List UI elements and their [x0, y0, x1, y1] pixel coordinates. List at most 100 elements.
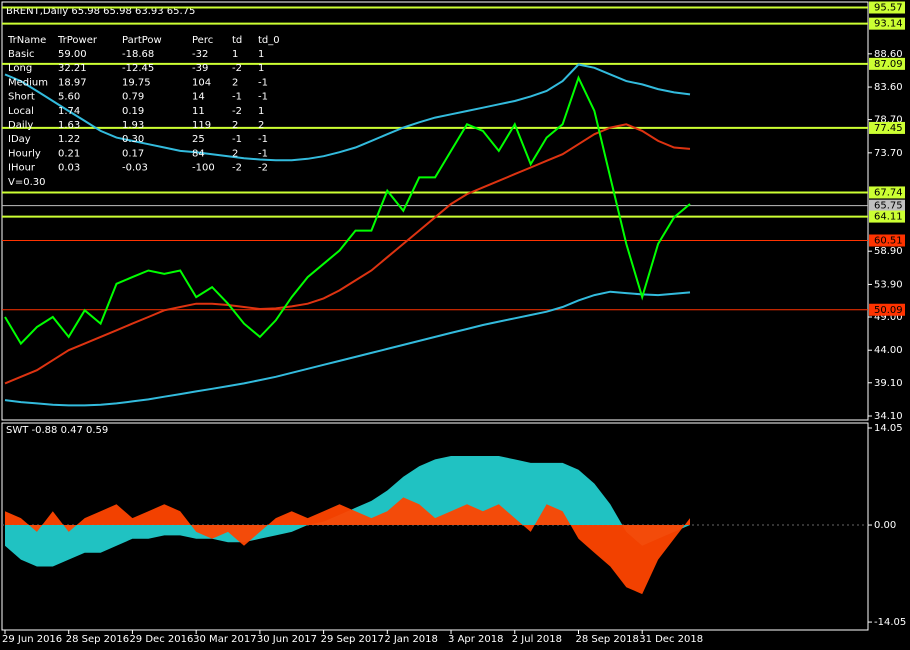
table-cell: -0.03 — [122, 163, 148, 174]
table-cell: Short — [8, 92, 35, 103]
level-label-bg — [869, 210, 905, 223]
table-cell: Daily — [8, 120, 33, 131]
level-label: 65.75 — [874, 201, 903, 212]
y-tick-label: 83.60 — [874, 82, 903, 93]
price-line — [4, 75, 691, 346]
indicator-frame — [1, 422, 869, 631]
table-cell: 1 — [258, 63, 264, 74]
table-cell: IDay — [8, 134, 31, 145]
table-cell: -1 — [258, 134, 268, 145]
level-label: 77.45 — [874, 123, 903, 134]
level-label-bg — [869, 186, 905, 199]
table-cell: -18.68 — [122, 49, 154, 60]
table-cell: -100 — [192, 163, 215, 174]
table-cell: -39 — [192, 63, 208, 74]
y-tick-label: 39.10 — [874, 378, 903, 389]
price-line — [4, 123, 691, 385]
table-cell: 0.79 — [122, 92, 144, 103]
table-header: td — [232, 35, 242, 46]
table-cell: -1 — [258, 92, 268, 103]
level-label: 87.09 — [874, 59, 903, 70]
level-label: 60.51 — [874, 236, 903, 247]
price-line — [4, 63, 691, 162]
table-cell: -12.45 — [122, 63, 154, 74]
x-tick-label: 28 Sep 2016 — [66, 634, 129, 645]
y-tick-label: 14.05 — [874, 423, 903, 434]
y-tick-label: 34.10 — [874, 411, 903, 422]
level-label-bg — [869, 303, 905, 316]
table-cell: 18.97 — [58, 77, 87, 88]
table-cell: 0.30 — [122, 134, 144, 145]
x-tick-label: 31 Dec 2018 — [639, 634, 703, 645]
table-cell: 19.75 — [122, 77, 151, 88]
y-tick-label: 88.60 — [874, 49, 903, 60]
table-cell: 104 — [192, 77, 211, 88]
y-tick-label: 78.70 — [874, 115, 903, 126]
table-cell: Hourly — [8, 148, 41, 159]
table-cell: Local — [8, 106, 34, 117]
table-cell: Medium — [8, 77, 48, 88]
indicator-area — [5, 497, 690, 595]
level-label-bg — [869, 121, 905, 134]
price-line — [4, 290, 691, 407]
table-cell: 59.00 — [58, 49, 87, 60]
table-cell: -1 — [232, 92, 242, 103]
table-cell: 1 — [258, 49, 264, 60]
table-cell: -2 — [232, 106, 242, 117]
table-cell: 2 — [232, 77, 238, 88]
indicator-title: SWT -0.88 0.47 0.59 — [6, 425, 108, 436]
x-tick-label: 29 Jun 2016 — [2, 634, 62, 645]
table-cell: IHour — [8, 163, 36, 174]
table-cell: 0.03 — [58, 163, 80, 174]
x-tick-label: 29 Dec 2016 — [129, 634, 193, 645]
y-tick-label: 0.00 — [874, 520, 896, 531]
y-tick-label: 73.70 — [874, 148, 903, 159]
table-cell: 1 — [232, 49, 238, 60]
y-tick-label: 49.00 — [874, 312, 903, 323]
x-tick-label: 28 Sep 2018 — [575, 634, 638, 645]
table-cell: 119 — [192, 120, 211, 131]
level-label-bg — [869, 199, 905, 212]
x-tick-label: 30 Jun 2017 — [257, 634, 317, 645]
x-tick-label: 29 Sep 2017 — [321, 634, 384, 645]
level-label-bg — [869, 234, 905, 247]
table-header: PartPow — [122, 35, 162, 46]
y-tick-label: 53.90 — [874, 279, 903, 290]
main-frame — [1, 1, 869, 421]
table-cell: -1 — [232, 134, 242, 145]
table-cell: 5.60 — [58, 92, 80, 103]
table-header: Perc — [192, 35, 213, 46]
table-cell: -1 — [258, 77, 268, 88]
table-cell: 2 — [232, 120, 238, 131]
table-cell: 25 — [192, 134, 205, 145]
chart-title: BRENT,Daily 65.98 65.98 63.93 65.75 — [6, 6, 195, 17]
table-cell: 2 — [232, 148, 238, 159]
table-cell: 32.21 — [58, 63, 87, 74]
level-label-bg — [869, 17, 905, 30]
level-label: 50.09 — [874, 305, 903, 316]
table-cell: 1 — [258, 106, 264, 117]
table-cell: Basic — [8, 49, 34, 60]
table-cell: -2 — [232, 163, 242, 174]
level-label: 67.74 — [874, 187, 903, 198]
table-cell: 2 — [258, 120, 264, 131]
table-cell: 0.19 — [122, 106, 144, 117]
table-cell: 1.93 — [122, 120, 144, 131]
y-tick-label: 58.90 — [874, 246, 903, 257]
table-cell: -1 — [258, 148, 268, 159]
table-header: td_0 — [258, 35, 280, 46]
table-cell: 11 — [192, 106, 205, 117]
table-cell: 1.22 — [58, 134, 80, 145]
table-header: TrName — [7, 35, 46, 46]
x-tick-label: 3 Apr 2018 — [448, 634, 503, 645]
x-tick-label: 2 Jan 2018 — [384, 634, 438, 645]
table-cell: -32 — [192, 49, 208, 60]
table-cell: 84 — [192, 148, 205, 159]
y-tick-label: 44.00 — [874, 345, 903, 356]
level-label: 64.11 — [874, 212, 903, 223]
table-cell: 1.63 — [58, 120, 80, 131]
x-tick-label: 2 Jul 2018 — [512, 634, 562, 645]
y-tick-label: -14.05 — [874, 617, 906, 628]
x-tick-label: 30 Mar 2017 — [193, 634, 256, 645]
